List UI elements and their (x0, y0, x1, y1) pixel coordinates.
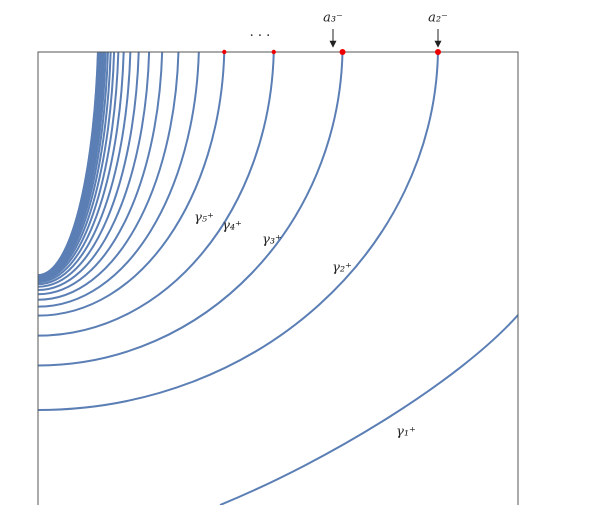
points (222, 49, 441, 55)
point (271, 49, 276, 55)
curve (37, 51, 132, 286)
frame (37, 51, 519, 505)
curve-label: γ₅⁺ (194, 211, 214, 226)
curve (37, 51, 140, 288)
point (435, 49, 441, 55)
curve (37, 51, 164, 296)
curve (37, 51, 439, 411)
curve (37, 51, 99, 277)
curve-label: γ₃⁺ (262, 233, 282, 248)
curve (37, 51, 116, 281)
curve-family (37, 51, 439, 411)
curve-gamma1 (219, 314, 519, 505)
point-label: a₂⁻ (428, 11, 448, 26)
curve (37, 51, 344, 367)
point (222, 49, 227, 55)
curve (37, 51, 125, 284)
curve-label: γ₄⁺ (222, 219, 242, 234)
curve (37, 51, 151, 292)
curve (37, 51, 120, 282)
point-label: a₃⁻ (323, 11, 343, 26)
curve-label: γ₁⁺ (396, 425, 416, 440)
curve-label: γ₂⁺ (332, 261, 352, 276)
curve (37, 51, 200, 308)
curve (37, 51, 275, 337)
curve (37, 51, 180, 301)
ellipsis: · · · (250, 29, 271, 44)
point (339, 49, 346, 55)
curve (37, 51, 226, 317)
